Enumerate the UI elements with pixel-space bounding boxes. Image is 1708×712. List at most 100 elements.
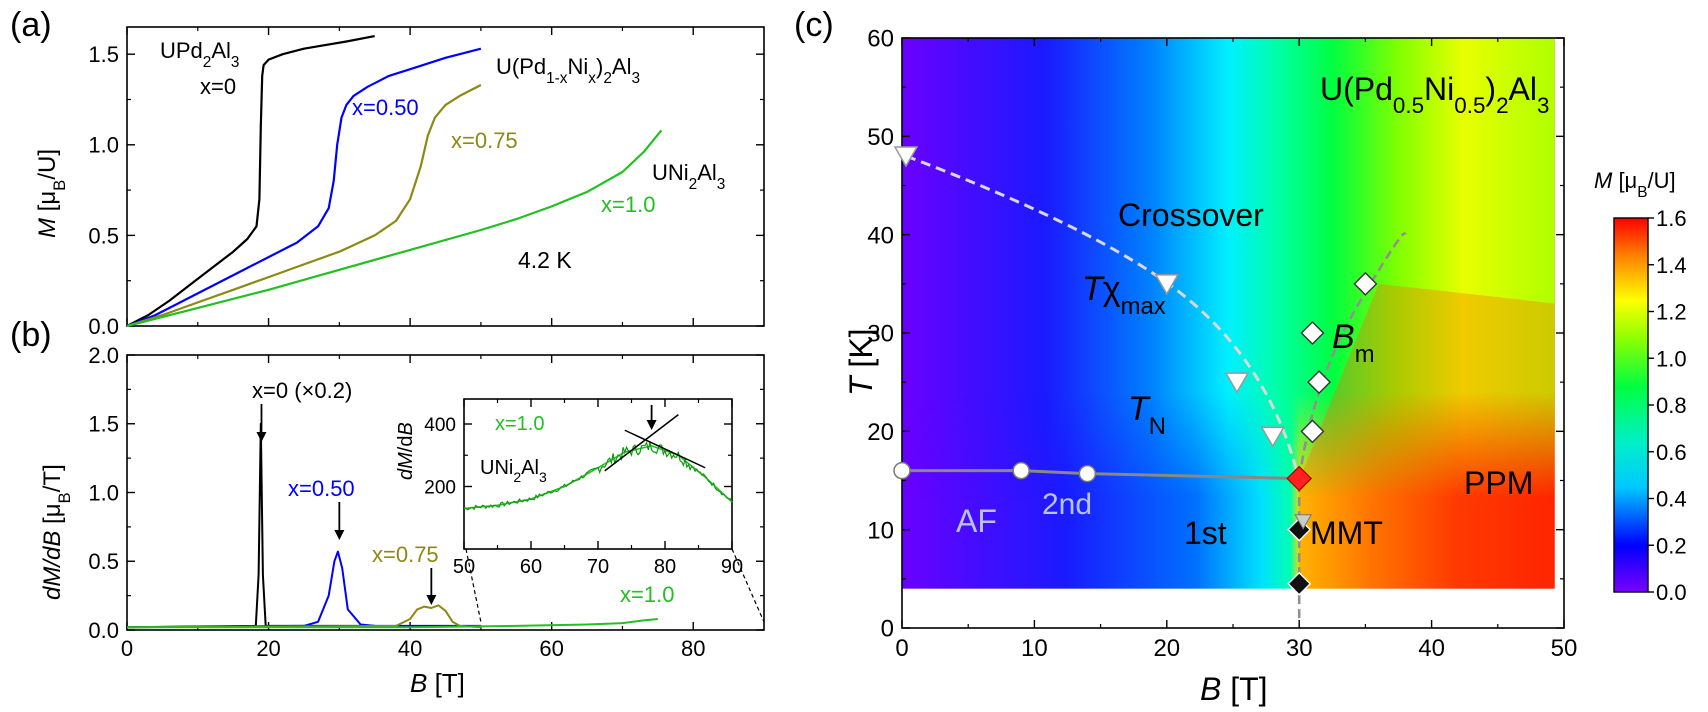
colorbar-label: M [μB/U] [1594,168,1676,201]
inset-arrow-head [646,420,657,430]
axes-b-inset: 50 60 70 80 90 200 400 [424,398,743,578]
tn-point [1078,464,1097,483]
inset-label-x100: x=1.0 [495,413,544,435]
bm-point [1353,271,1378,296]
tn-line [902,469,1300,481]
label-crossover: Crossover [1118,197,1264,233]
mmt-point [1287,571,1312,596]
label-bm: Bm [1332,318,1375,368]
x-tick-label: 90 [721,556,743,578]
y-tick-label: 40 [867,222,894,249]
inset-series-smooth [463,445,733,510]
label-a-x100: x=1.0 [601,192,655,217]
inset-bg [464,399,732,549]
y-tick-label: 60 [867,26,894,53]
x-tick-label: 20 [256,636,280,661]
colorbar [1613,217,1649,593]
y-tick-label: 50 [867,124,894,151]
x-axis-label-c: B [T] [1200,671,1268,707]
series-line-b-3 [127,618,658,629]
critical-point [1286,465,1313,492]
y-tick-label: 1.5 [88,42,119,67]
inset-guide-right [731,548,765,623]
x-tick-label: 0 [895,635,908,662]
panel-label-c: (c) [794,6,834,44]
colorbar-tick-label: 0.4 [1656,487,1687,512]
arrow-b-x0-head [256,432,267,442]
inset-guide-left [465,548,482,623]
tchi-line [905,154,1301,481]
label-uni2al3-a: UNi2Al3 [652,160,725,193]
axes-c: 0 10 20 30 40 50 0 10 20 30 40 50 60 [867,26,1577,662]
label-series-family: U(Pd1-xNix)2Al3 [496,54,640,87]
y-tick-label: 1.0 [88,133,119,158]
series-line-b-2 [126,604,481,629]
label-2nd: 2nd [1042,488,1092,521]
label-b-x075: x=0.75 [372,542,439,567]
label-temperature: 4.2 K [518,247,572,273]
y-tick-label: 20 [867,419,894,446]
label-ppm: PPM [1464,465,1533,501]
x-tick-label: 60 [520,556,542,578]
arrow-b-x075-head [426,595,437,605]
x-tick-label: 40 [398,636,422,661]
y-axis-label-b: dM/dB [μB/T] [39,464,74,600]
bm-point [1300,419,1325,444]
arrow-b-x050-head [334,530,345,540]
y-tick-label: 0.0 [88,618,119,643]
tchi-point [1154,274,1180,296]
label-a-x0: x=0 [200,74,236,99]
x-tick-label: 50 [1551,635,1578,662]
colorbar-tick-label: 0.0 [1656,580,1687,605]
colorbar-tick-label: 1.2 [1656,300,1687,325]
panel-c-title: U(Pd0.5Ni0.5)2Al3 [1320,71,1549,118]
colorbar-tick-label: 1.6 [1656,206,1687,231]
axes-a: 0.0 0.5 1.0 1.5 [88,26,765,339]
x-tick-label: 70 [587,556,609,578]
inset-tangent-1 [604,414,679,472]
y-tick-label: 0.5 [88,223,119,248]
x-tick-label: 50 [453,556,475,578]
y-tick-label: 2.0 [88,343,119,368]
y-tick-label: 200 [424,477,456,498]
y-tick-label: 1.0 [88,480,119,505]
bm-point [1307,370,1332,395]
label-a-x050: x=0.50 [352,95,419,120]
series-line-b-0 [126,422,375,629]
y-axis-label-a: M [μB/U] [34,149,69,238]
x-tick-label: 20 [1153,635,1180,662]
tchi-point [1260,426,1286,448]
tn-point [893,461,911,480]
panel-label-a: (a) [10,6,52,44]
series-line-b-1 [126,550,481,629]
x-tick-label: 0 [121,636,133,661]
tchi-point [893,146,919,168]
y-tick-label: 400 [424,415,456,436]
series-line-a-3 [126,129,663,328]
inset-y-label: dM/dB [395,422,417,480]
y-axis-label-c: T [K] [843,328,879,396]
x-tick-label: 10 [1021,635,1048,662]
series-line-a-1 [126,47,482,328]
y-tick-label: 0.0 [88,314,119,339]
x-tick-label: 80 [654,556,676,578]
label-mmt: MMT [1310,515,1383,551]
heatmap-upper [902,38,1555,589]
label-b-x100: x=1.0 [620,582,674,607]
colorbar-tick-label: 1.0 [1656,346,1687,371]
bm-point [1300,321,1325,345]
y-tick-label: 0.5 [88,549,119,574]
inset-series-fit [463,441,733,511]
y-tick-label: 1.5 [88,412,119,437]
axes-b: 0 20 40 60 80 0.0 0.5 1.0 1.5 2.0 [88,343,765,661]
label-tn: TN [1128,390,1166,440]
x-axis-label-b: B [T] [410,668,465,698]
label-b-x050: x=0.50 [288,476,355,501]
x-tick-label: 60 [539,636,563,661]
colorbar-tick-label: 1.4 [1656,253,1687,278]
x-tick-label: 30 [1286,635,1313,662]
label-tchimax: Tχmax [1082,270,1166,320]
x-tick-label: 40 [1418,635,1445,662]
colorbar-tick-label: 0.8 [1656,393,1687,418]
